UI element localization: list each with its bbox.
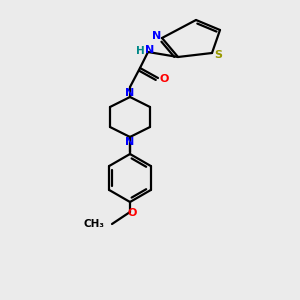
Text: N: N: [146, 45, 154, 55]
Text: N: N: [125, 88, 135, 98]
Text: O: O: [159, 74, 169, 84]
Text: N: N: [125, 137, 135, 147]
Text: N: N: [152, 31, 162, 41]
Text: H: H: [136, 46, 144, 56]
Text: S: S: [214, 50, 222, 60]
Text: O: O: [127, 208, 137, 218]
Text: CH₃: CH₃: [83, 219, 104, 229]
